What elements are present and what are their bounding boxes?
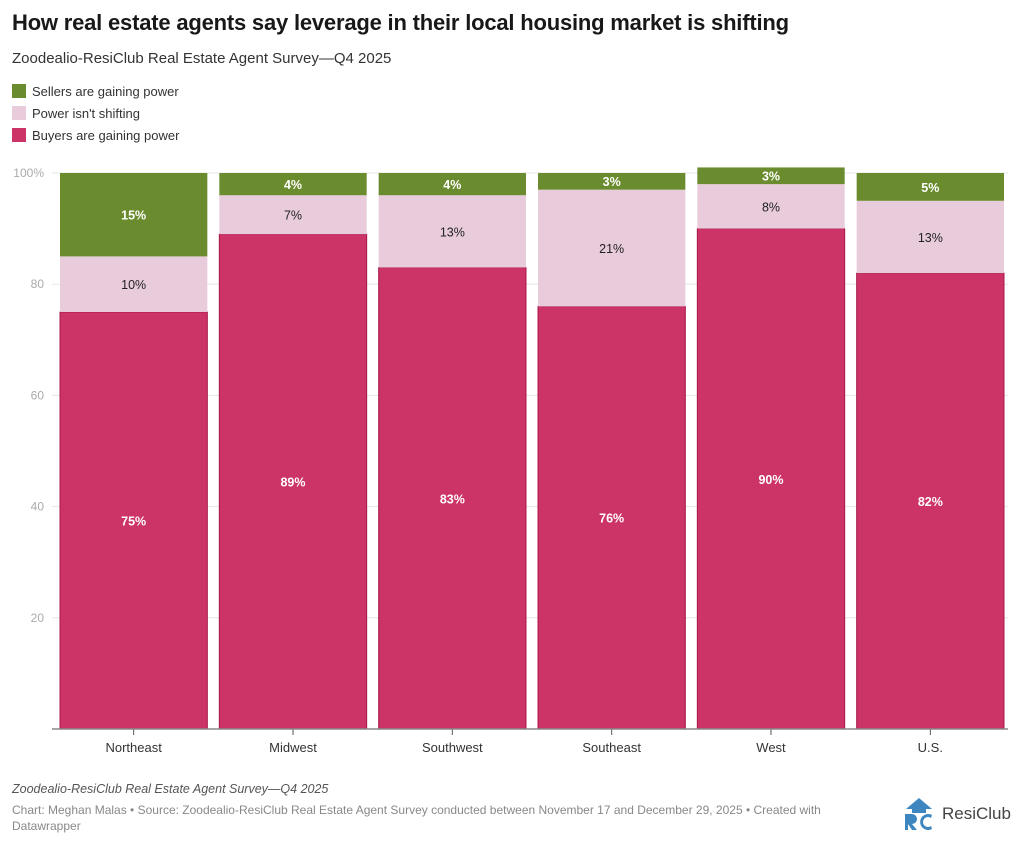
resiclub-logo: ResiClub [902, 797, 1011, 831]
data-label: 13% [918, 231, 943, 245]
bar-segment [856, 173, 1004, 201]
bar-segment [696, 228, 846, 730]
legend-swatch-buyers [12, 128, 26, 142]
y-tick-label: 40 [31, 500, 45, 514]
bars [59, 167, 1005, 730]
bar-segment [60, 173, 208, 257]
legend-label-neutral: Power isn't shifting [32, 105, 140, 121]
x-tick-label: Midwest [269, 740, 317, 755]
data-label: 13% [440, 225, 465, 239]
x-tick-label: Northeast [105, 740, 162, 755]
data-label: 15% [121, 209, 146, 223]
data-label: 90% [758, 473, 783, 487]
bar-segment [378, 267, 527, 730]
legend-swatch-neutral [12, 106, 26, 120]
legend-label-buyers: Buyers are gaining power [32, 127, 180, 143]
bar-segment [59, 311, 208, 730]
stacked-bar-chart: 20 40 60 80 100% 75% 10% 15% 89% 7% 4% 83% 13% 4% 76%… [13, 166, 1008, 755]
bar-segment [856, 200, 1004, 274]
data-label: 5% [921, 181, 939, 195]
data-label: 7% [284, 209, 302, 223]
data-label: 89% [280, 476, 305, 490]
x-axis: Northeast Midwest Southwest Southeast West U.… [52, 728, 1008, 755]
x-tick-label: West [756, 740, 786, 755]
bar-segment [378, 173, 526, 196]
bar-segment [697, 184, 845, 229]
chart-source: Chart: Meghan Malas • Source: Zoodealio-… [12, 803, 821, 833]
x-tick-label: U.S. [918, 740, 943, 755]
legend-item-buyers: Buyers are gaining power [12, 124, 179, 146]
bar-segment [60, 256, 208, 312]
data-label: 3% [603, 175, 621, 189]
data-labels: 75% 10% 15% 89% 7% 4% 83% 13% 4% 76% 21% 3% 90% 8% 3% 8… [121, 169, 943, 528]
bar-segment [219, 195, 367, 235]
legend: Sellers are gaining power Power isn't sh… [12, 80, 179, 146]
y-tick-label: 80 [31, 277, 45, 291]
bar-segment [856, 272, 1005, 730]
bar-segment [697, 167, 845, 185]
bar-segment [538, 189, 686, 307]
legend-label-sellers: Sellers are gaining power [32, 83, 179, 99]
data-label: 3% [762, 169, 780, 183]
data-label: 10% [121, 278, 146, 292]
y-tick-label: 60 [31, 388, 45, 402]
legend-item-sellers: Sellers are gaining power [12, 80, 179, 102]
resiclub-logo-icon [905, 798, 932, 830]
data-label: 76% [599, 512, 624, 526]
y-tick-label: 20 [31, 611, 45, 625]
chart-subtitle: Zoodealio-ResiClub Real Estate Agent Sur… [12, 50, 392, 67]
data-label: 8% [762, 200, 780, 214]
data-label: 82% [918, 495, 943, 509]
x-tick-label: Southwest [422, 740, 483, 755]
bar-segment [218, 233, 368, 730]
y-axis: 20 40 60 80 100% [13, 166, 44, 625]
y-tick-label: 100% [13, 166, 44, 180]
data-label: 4% [284, 178, 302, 192]
bar-segment [537, 305, 686, 730]
x-tick-label: Southeast [582, 740, 641, 755]
bar-segment [378, 195, 526, 268]
chart-notes: Zoodealio-ResiClub Real Estate Agent Sur… [12, 782, 329, 796]
bar-segment [538, 173, 686, 190]
chart-title: How real estate agents say leverage in t… [12, 10, 789, 35]
bar-segment [219, 173, 367, 196]
logo-text: ResiClub [942, 804, 1011, 823]
gridlines [52, 172, 1008, 619]
data-label: 21% [599, 242, 624, 256]
legend-swatch-sellers [12, 84, 26, 98]
legend-item-neutral: Power isn't shifting [12, 102, 179, 124]
data-label: 75% [121, 515, 146, 529]
data-label: 4% [443, 178, 461, 192]
data-label: 83% [440, 492, 465, 506]
